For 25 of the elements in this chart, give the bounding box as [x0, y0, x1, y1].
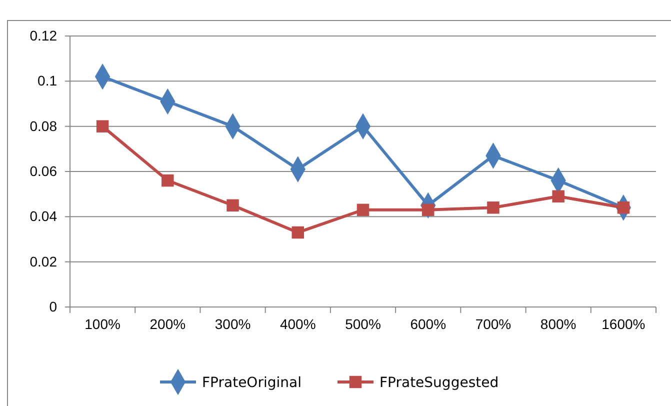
x-tick-label: 100%: [84, 316, 120, 332]
x-tick-label: 400%: [280, 316, 316, 332]
legend-label: FPrateOriginal: [202, 375, 302, 391]
y-tick-label: 0: [49, 298, 58, 314]
legend-label: FPrateSuggested: [379, 375, 499, 391]
x-tick-label: 700%: [475, 316, 512, 332]
x-tick-label: 800%: [540, 316, 576, 332]
y-tick-label: 0.1: [38, 72, 58, 89]
point: [162, 174, 174, 187]
point: [552, 190, 564, 202]
y-tick-label: 0.06: [30, 162, 58, 179]
x-tick-label: 600%: [410, 316, 446, 332]
point: [487, 202, 500, 214]
y-tick-label: 0.04: [30, 208, 58, 224]
x-tick-label: 500%: [345, 316, 381, 332]
x-tick-label: 200%: [150, 316, 186, 332]
y-tick-label: 0.08: [30, 118, 58, 134]
point: [292, 226, 304, 239]
y-tick-label: 0.02: [30, 253, 58, 270]
x-tick-label: 300%: [214, 316, 251, 332]
point: [226, 199, 239, 212]
x-tick-label: 1600%: [602, 316, 646, 332]
point: [356, 204, 370, 216]
point: [96, 120, 109, 132]
y-tick-label: 0.12: [30, 27, 58, 44]
